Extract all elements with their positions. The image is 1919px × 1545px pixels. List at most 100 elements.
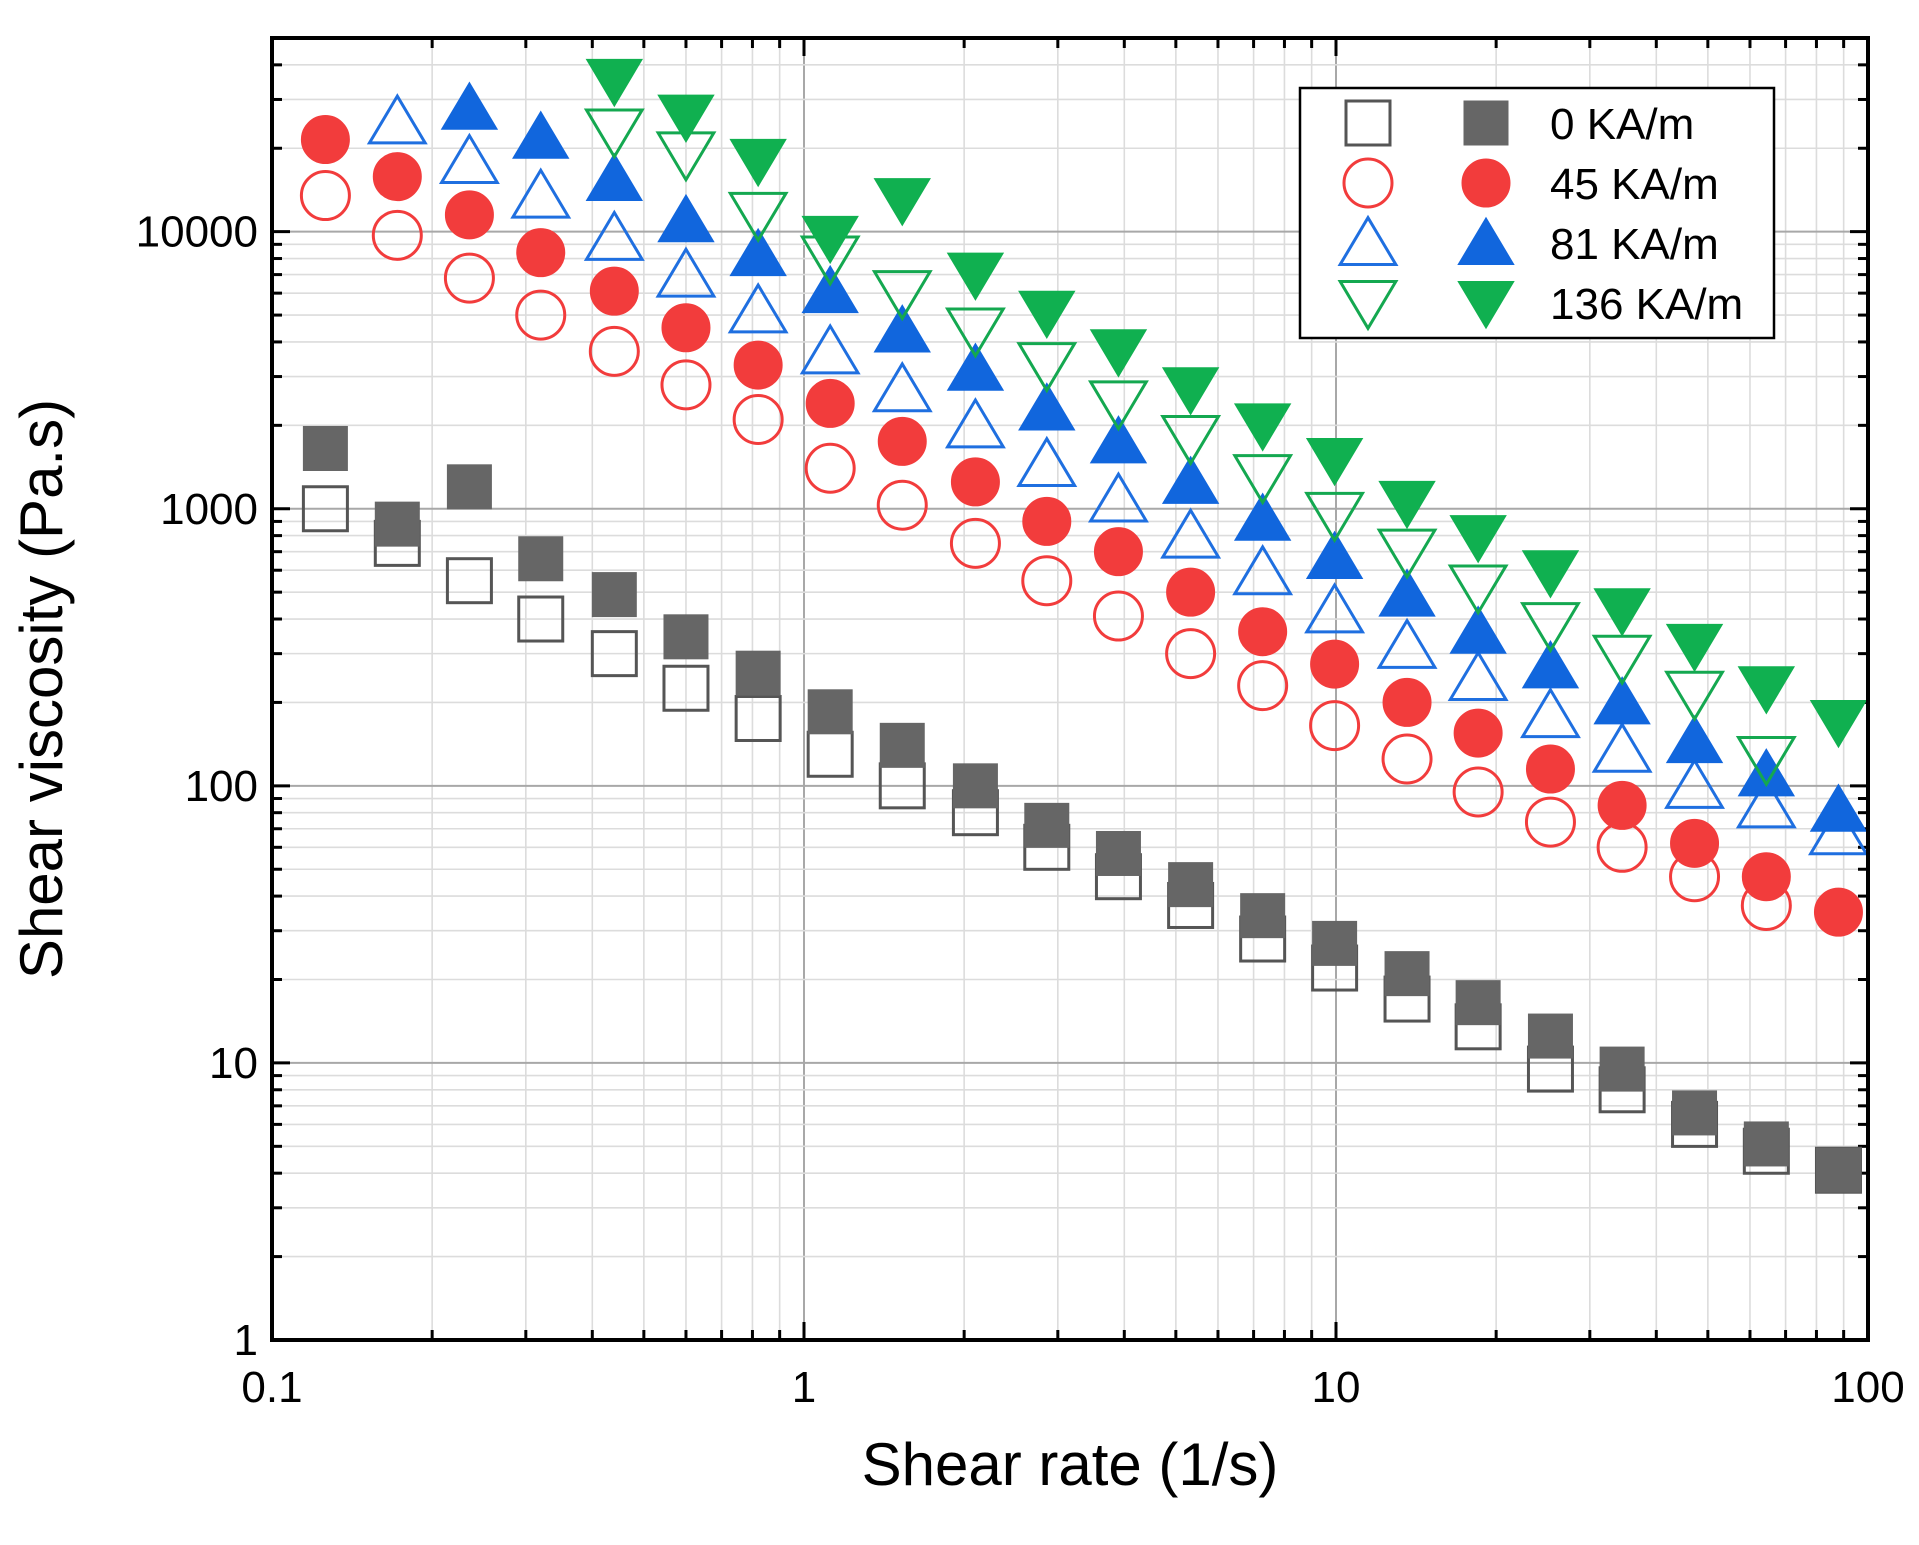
data-point	[1455, 980, 1501, 1026]
y-axis-title: Shear viscosity (Pa.s)	[8, 399, 75, 979]
data-point	[585, 152, 644, 201]
data-point	[1525, 744, 1575, 794]
legend-marker-open	[1337, 214, 1399, 267]
data-point	[1809, 699, 1868, 749]
data-point	[946, 342, 1005, 391]
data-point	[804, 442, 856, 494]
y-tick-label: 100	[185, 762, 258, 811]
data-point	[1095, 830, 1141, 876]
data-point	[1665, 623, 1724, 673]
data-point	[515, 289, 567, 341]
data-point	[732, 393, 784, 445]
data-point	[733, 340, 783, 390]
data-point	[1312, 920, 1358, 966]
series-45-ka-m-open	[299, 170, 1792, 931]
data-point	[946, 252, 1005, 301]
x-tick-label: 100	[1831, 1363, 1904, 1412]
data-point	[1161, 367, 1220, 416]
x-tick-labels: 0.1 1 10 100	[241, 1363, 1904, 1412]
y-tick-label: 10	[209, 1039, 258, 1088]
x-tick-label: 1	[792, 1363, 816, 1412]
data-point	[805, 378, 855, 428]
y-tick-label: 1000	[160, 485, 258, 534]
data-point	[949, 517, 1001, 569]
legend-marker-open	[1342, 157, 1394, 209]
data-point	[1452, 766, 1504, 818]
data-point	[1447, 649, 1509, 702]
data-point	[877, 416, 927, 466]
data-point	[1591, 721, 1653, 773]
data-point	[588, 325, 640, 377]
data-point	[1087, 380, 1149, 432]
data-point	[446, 464, 492, 510]
data-point	[1016, 435, 1078, 488]
data-point	[1519, 686, 1581, 739]
plot-frame	[270, 36, 1870, 1342]
data-point	[663, 614, 709, 660]
data-point	[1670, 818, 1720, 868]
data-point	[1305, 437, 1364, 487]
data-point	[1160, 415, 1222, 467]
data-point	[1092, 590, 1144, 642]
data-point	[1664, 670, 1726, 722]
data-point	[1018, 382, 1076, 431]
data-point	[1597, 780, 1647, 830]
data-point	[1453, 708, 1503, 758]
data-point	[879, 722, 925, 768]
legend-label: 81 KA/m	[1550, 220, 1719, 269]
data-point	[944, 307, 1006, 359]
x-axis-title: Shear rate (1/s)	[862, 1431, 1279, 1498]
data-point	[1599, 1046, 1645, 1092]
data-point	[1093, 527, 1143, 577]
data-point	[1521, 640, 1580, 689]
data-point	[801, 215, 859, 265]
legend-marker-filled	[1463, 100, 1509, 146]
series-136-ka-m-open	[583, 108, 1797, 788]
data-point	[873, 304, 931, 353]
data-point	[1665, 714, 1724, 764]
data-point	[589, 266, 639, 316]
legend-marker-open	[1337, 279, 1399, 332]
data-point	[518, 536, 564, 582]
x-tick-label: 0.1	[241, 1363, 302, 1412]
data-point	[1447, 564, 1509, 616]
data-point	[657, 94, 715, 143]
data-point	[1305, 530, 1364, 579]
data-point	[301, 485, 349, 533]
data-point	[1743, 1121, 1789, 1167]
data-point	[583, 108, 645, 160]
data-point	[374, 501, 420, 547]
data-point	[440, 81, 499, 130]
data-point	[1737, 666, 1796, 715]
data-point	[1381, 733, 1433, 785]
data-point	[944, 397, 1006, 449]
data-point	[1741, 852, 1791, 902]
data-point	[1449, 605, 1507, 654]
y-tick-labels: 1 10 100 1000 10000	[136, 208, 258, 1365]
data-point	[1376, 617, 1438, 669]
legend-marker-open	[1344, 99, 1392, 147]
data-point	[299, 170, 351, 222]
data-point	[1310, 639, 1360, 689]
data-point	[1018, 290, 1076, 339]
data-point	[1022, 496, 1072, 546]
data-point	[1376, 528, 1438, 580]
data-point	[1161, 455, 1220, 504]
data-point	[516, 228, 566, 278]
data-point	[729, 227, 787, 277]
data-point	[1813, 887, 1863, 937]
y-tick-label: 1	[234, 1316, 258, 1365]
legend-marker-filled	[1461, 158, 1511, 208]
data-point	[1016, 342, 1078, 394]
data-point	[517, 595, 565, 643]
data-point	[1165, 628, 1217, 680]
data-point	[735, 650, 781, 696]
data-point	[661, 303, 711, 353]
data-point	[655, 246, 717, 298]
data-point	[371, 209, 423, 261]
legend-marker-filled	[1457, 280, 1515, 330]
legend-label: 0 KA/m	[1550, 100, 1694, 149]
series-136-ka-m-filled	[585, 58, 1868, 749]
data-point	[1524, 796, 1576, 848]
